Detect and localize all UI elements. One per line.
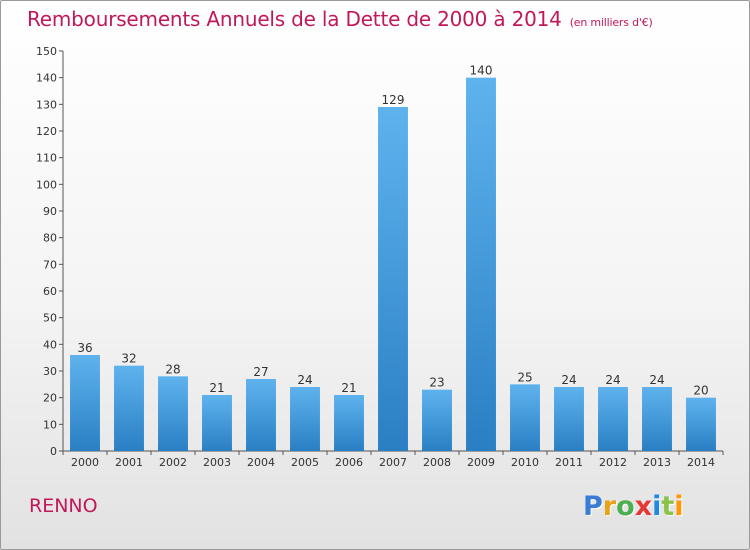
logo-letter: P <box>583 491 603 522</box>
x-tick-label: 2012 <box>599 456 627 469</box>
y-tick-label: 60 <box>43 285 57 298</box>
data-label-2014: 20 <box>693 384 708 398</box>
chart-title: Remboursements Annuels de la Dette de 20… <box>27 7 653 31</box>
y-tick-label: 150 <box>36 45 57 58</box>
x-tick-label: 2010 <box>511 456 539 469</box>
logo-letter: x <box>634 491 653 522</box>
bar-2003 <box>202 395 232 451</box>
y-tick-label: 10 <box>43 418 57 431</box>
y-tick-label: 120 <box>36 125 57 138</box>
y-tick-label: 20 <box>43 392 57 405</box>
x-tick-label: 2009 <box>467 456 495 469</box>
logo-letter: t <box>661 491 675 522</box>
bar-2007 <box>378 107 408 451</box>
bar-2010 <box>510 384 540 451</box>
x-tick-label: 2014 <box>687 456 715 469</box>
bar-2000 <box>70 355 100 451</box>
commune-name: RENNO <box>29 495 98 517</box>
x-tick-label: 2013 <box>643 456 671 469</box>
bar-2008 <box>422 389 452 451</box>
y-tick-label: 80 <box>43 232 57 245</box>
data-label-2003: 21 <box>209 381 224 395</box>
data-labels: 36 32 28 21 27 24 21 129 23 140 25 24 24 24 20 <box>77 64 708 398</box>
data-label-2002: 28 <box>165 362 180 376</box>
chart-title-text: Remboursements Annuels de la Dette de 20… <box>27 7 562 31</box>
bar-2002 <box>158 376 188 451</box>
proxiti-logo: Proxiti <box>583 491 684 522</box>
y-tick-label: 30 <box>43 365 57 378</box>
y-tick-label: 100 <box>36 178 57 191</box>
data-label-2010: 25 <box>517 370 532 384</box>
logo-letter: i <box>674 491 684 522</box>
data-label-2005: 24 <box>297 373 312 387</box>
x-tick-label: 2007 <box>379 456 407 469</box>
x-tick-label: 2003 <box>203 456 231 469</box>
bar-2012 <box>598 387 628 451</box>
data-label-2013: 24 <box>649 373 664 387</box>
bar-2006 <box>334 395 364 451</box>
data-label-2000: 36 <box>77 341 92 355</box>
data-label-2011: 24 <box>561 373 576 387</box>
bars <box>70 77 716 452</box>
y-tick-label: 110 <box>36 152 57 165</box>
x-tick-label: 2002 <box>159 456 187 469</box>
logo-letter: o <box>616 491 635 522</box>
x-tick-label: 2000 <box>71 456 99 469</box>
data-label-2012: 24 <box>605 373 620 387</box>
bar-2013 <box>642 387 672 451</box>
y-tick-label: 40 <box>43 338 57 351</box>
bar-2009 <box>466 77 496 452</box>
logo-letter: r <box>602 491 617 522</box>
bar-2014 <box>686 397 716 451</box>
data-label-2001: 32 <box>121 352 136 366</box>
bar-2001 <box>114 365 144 451</box>
x-tick-label: 2001 <box>115 456 143 469</box>
y-tick-label: 0 <box>50 445 57 458</box>
data-label-2006: 21 <box>341 381 356 395</box>
y-tick-label: 130 <box>36 98 57 111</box>
logo-letter: i <box>652 491 662 522</box>
chart-subtitle: (en milliers d'€) <box>569 16 653 29</box>
x-tick-label: 2011 <box>555 456 583 469</box>
data-label-2007: 129 <box>382 93 405 107</box>
y-tick-label: 90 <box>43 205 57 218</box>
bar-2004 <box>246 379 276 451</box>
data-label-2004: 27 <box>253 365 268 379</box>
x-tick-label: 2008 <box>423 456 451 469</box>
x-tick-label: 2006 <box>335 456 363 469</box>
bar-2011 <box>554 387 584 451</box>
y-tick-label: 50 <box>43 312 57 325</box>
bar-2005 <box>290 387 320 451</box>
data-label-2009: 140 <box>470 64 493 78</box>
y-tick-label: 70 <box>43 258 57 271</box>
y-axis: 0 10 20 30 40 50 60 70 80 90 100 110 120 130 140 150 <box>36 45 64 458</box>
data-label-2008: 23 <box>429 376 444 390</box>
x-axis: 2000 2001 2002 2003 2004 2005 2006 2007 2008 2009… <box>62 450 724 469</box>
y-tick-label: 140 <box>36 72 57 85</box>
x-tick-label: 2005 <box>291 456 319 469</box>
x-tick-label: 2004 <box>247 456 275 469</box>
